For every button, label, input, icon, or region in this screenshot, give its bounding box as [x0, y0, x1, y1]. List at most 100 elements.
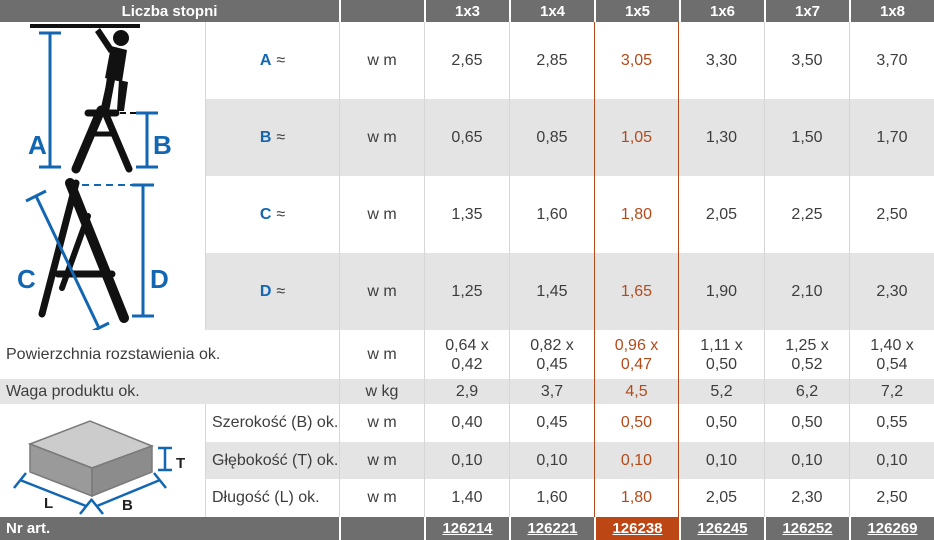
value-cell: 0,50 — [764, 404, 849, 442]
value-cell: 2,30 — [764, 479, 849, 517]
dimension-l-line — [13, 472, 93, 515]
value-cell: 2,9 — [424, 379, 509, 404]
ladder-dim-a-label: A — [28, 130, 47, 160]
column-header-1x4: 1x4 — [509, 0, 594, 22]
unit-cell: w m — [339, 442, 424, 479]
row-d: D ≈ w m 1,25 1,45 1,65 1,90 2,10 2,30 — [205, 253, 934, 330]
article-unit-cell — [339, 517, 424, 540]
value-cell: 0,10 — [509, 442, 594, 479]
spread-value-line1: 0,82 x — [530, 336, 574, 354]
value-cell: 1,35 — [424, 176, 509, 253]
value-cell: 3,30 — [705, 51, 738, 69]
art-cell: 126252 — [764, 517, 849, 540]
art-number-link[interactable]: 126214 — [442, 520, 493, 537]
value-cell-highlighted: 1,65 — [594, 253, 679, 330]
spread-area-label: Powierzchnia rozstawienia ok. — [6, 345, 221, 363]
row-spread-area: Powierzchnia rozstawienia ok. w m 0,64 x… — [0, 330, 934, 379]
value-cell: 2,10 — [764, 253, 849, 330]
art-cell-highlighted: 126238 — [594, 517, 679, 540]
art-number-link[interactable]: 126252 — [782, 520, 833, 537]
value-cell: 2,65 — [424, 22, 509, 99]
art-number-link[interactable]: 126245 — [697, 520, 748, 537]
unit-cell: w m — [339, 176, 424, 253]
row-package-length: Długość (L) ok. w m 1,40 1,60 1,80 2,05 … — [205, 479, 934, 517]
value-cell-highlighted: 1,80 — [594, 479, 679, 517]
value-cell: 1,30 — [705, 128, 738, 146]
approx-symbol: ≈ — [276, 51, 286, 69]
spread-value-line1: 0,64 x — [445, 336, 489, 354]
column-header-1x6: 1x6 — [679, 0, 764, 22]
unit-cell: w m — [339, 22, 424, 99]
package-width-label: Szerokość (B) ok. — [205, 404, 339, 442]
spread-value-line2: 0,54 — [876, 355, 908, 373]
spread-value-line2: 0,45 — [536, 355, 568, 373]
value-cell: 2,50 — [849, 479, 934, 517]
value-cell: 5,2 — [710, 382, 733, 400]
value-cell-highlighted: 1,80 — [594, 176, 679, 253]
value-cell: 0,40 — [424, 404, 509, 442]
value-cell: 0,65 — [424, 99, 509, 176]
dimension-a-line — [39, 31, 61, 169]
folded-ladder-shape — [38, 178, 129, 323]
value-cell: 0,55 — [849, 404, 934, 442]
value-cell: 0,10 — [764, 442, 849, 479]
ladder-dim-c-label: C — [17, 264, 36, 294]
value-cell: 2,05 — [705, 489, 738, 506]
box-dim-b-label: B — [122, 497, 133, 514]
row-a-label: A ≈ — [205, 22, 339, 99]
value-cell-highlighted: 3,05 — [594, 22, 679, 99]
column-header-1x7: 1x7 — [764, 0, 849, 22]
dimension-b-line — [90, 472, 167, 515]
value-cell: 0,10 — [424, 442, 509, 479]
row-c: C ≈ w m 1,35 1,60 1,80 2,05 2,25 2,50 — [205, 176, 934, 253]
value-cell: 0,45 — [509, 404, 594, 442]
row-weight: Waga produktu ok. w kg 2,9 3,7 4,5 5,2 6… — [0, 379, 934, 404]
value-cell: 1,90 — [705, 282, 738, 300]
spread-value-line2: 0,50 — [705, 355, 738, 373]
value-cell: 1,25 x 0,52 — [764, 330, 849, 379]
person-figure — [95, 28, 129, 112]
column-header-1x5: 1x5 — [594, 0, 679, 22]
value-cell: 0,10 — [705, 451, 738, 469]
box-dim-t-label: T — [176, 455, 185, 472]
row-c-label: C ≈ — [205, 176, 339, 253]
package-depth-label: Głębokość (T) ok. — [205, 442, 339, 479]
row-a: A ≈ w m 2,65 2,85 3,05 3,30 3,50 3,70 — [205, 22, 934, 99]
art-number-link[interactable]: 126269 — [867, 520, 918, 537]
value-cell: 1,40 — [424, 479, 509, 517]
ladder-dim-b-label: B — [153, 130, 172, 160]
value-cell-highlighted: 4,5 — [594, 379, 679, 404]
value-cell: 1,11 x 0,50 — [679, 330, 764, 379]
package-box-illustration: T L B — [0, 404, 205, 517]
value-cell: 2,05 — [705, 205, 738, 223]
value-cell: 3,70 — [849, 22, 934, 99]
art-cell: 126245 — [679, 517, 764, 540]
art-cell: 126221 — [509, 517, 594, 540]
value-cell-highlighted: 0,96 x 0,47 — [594, 330, 679, 379]
row-b: B ≈ w m 0,65 0,85 1,05 1,30 1,50 1,70 — [205, 99, 934, 176]
value-cell: 7,2 — [849, 379, 934, 404]
table-header-row: Liczba stopni 1x3 1x4 1x5 1x6 1x7 1x8 — [0, 0, 934, 22]
art-number-link[interactable]: 126221 — [527, 520, 578, 537]
spread-value-line1: 0,96 x — [614, 336, 659, 354]
value-cell: 0,64 x 0,42 — [424, 330, 509, 379]
art-number-link[interactable]: 126238 — [612, 520, 663, 537]
package-rows: Szerokość (B) ok. w m 0,40 0,45 0,50 0,5… — [205, 404, 934, 517]
value-cell: 0,85 — [509, 99, 594, 176]
row-c-letter: C — [259, 205, 272, 223]
value-cell: 1,60 — [509, 479, 594, 517]
column-header-1x3: 1x3 — [424, 0, 509, 22]
value-cell: 2,25 — [764, 176, 849, 253]
column-header-1x8: 1x8 — [849, 0, 934, 22]
row-a-letter: A — [259, 51, 272, 69]
box-right-face — [91, 444, 153, 498]
dimension-c-line — [25, 189, 110, 330]
value-cell-highlighted: 0,10 — [594, 442, 679, 479]
ladder-illustration: A — [0, 22, 205, 330]
article-number-label: Nr art. — [6, 520, 51, 537]
row-package-depth: Głębokość (T) ok. w m 0,10 0,10 0,10 0,1… — [205, 442, 934, 479]
unit-cell: w m — [339, 330, 424, 379]
approx-symbol: ≈ — [276, 205, 286, 223]
ladder-diagram-svg: A — [17, 24, 172, 330]
